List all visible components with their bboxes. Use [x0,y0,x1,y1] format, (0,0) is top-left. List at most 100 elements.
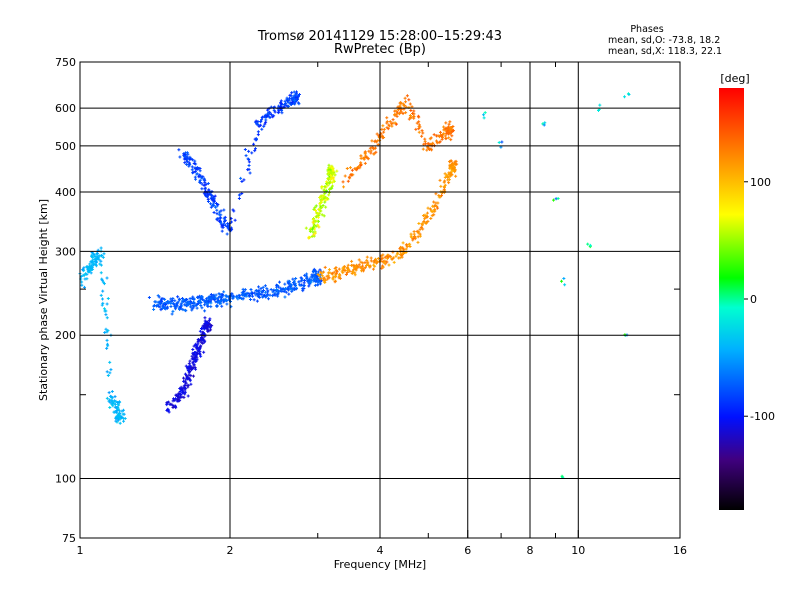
data-point [198,178,202,182]
data-point [286,279,290,283]
data-point [416,114,420,118]
data-point [212,210,216,214]
data-point [313,277,317,281]
data-point [205,299,209,303]
data-point [419,225,423,229]
data-point [317,225,321,229]
data-point [318,282,322,286]
data-point [380,127,384,131]
data-point [363,266,367,270]
data-point [331,167,335,171]
data-point [354,267,358,271]
data-point [185,163,189,167]
data-point [416,240,420,244]
data-point [247,294,251,298]
data-point [447,122,451,126]
data-point [344,272,348,276]
data-point [418,234,422,238]
data-point [176,300,180,304]
data-point [260,115,264,119]
data-point [365,155,369,159]
data-point [305,276,309,280]
data-point [178,398,182,402]
data-point [271,115,275,119]
data-point [185,156,189,160]
data-point [92,262,96,266]
data-point [327,163,331,167]
data-point [185,159,189,163]
data-point [341,180,345,184]
data-point [453,168,457,172]
data-point [199,337,203,341]
data-point [226,222,230,226]
data-point [209,328,213,332]
data-point [159,308,163,312]
data-point [420,134,424,138]
data-point [367,149,371,153]
data-point [209,301,213,305]
data-point [436,206,440,210]
data-point [259,120,263,124]
data-point [166,407,170,411]
data-point [353,273,357,277]
data-point [333,173,337,177]
data-point [180,395,184,399]
data-point [246,157,250,161]
data-point [307,236,311,240]
data-point [588,243,592,247]
data-point [448,164,452,168]
data-point [421,214,425,218]
data-point [219,209,223,213]
data-point [358,166,362,170]
data-point [428,207,432,211]
data-point [215,208,219,212]
data-point [426,219,430,223]
data-point [286,99,290,103]
data-point [243,147,247,151]
data-point [296,94,300,98]
data-point [261,285,265,289]
data-point [176,393,180,397]
data-point [99,263,103,267]
data-point [209,305,213,309]
data-point [212,204,216,208]
data-point [314,204,318,208]
data-point [449,126,453,130]
data-point [245,294,249,298]
data-point [156,303,160,307]
data-point [327,268,331,272]
data-point [444,121,448,125]
data-point [448,120,452,124]
data-point [387,263,391,267]
data-point [627,92,631,96]
data-point [326,277,330,281]
data-point [361,267,365,271]
data-point [240,291,244,295]
data-point [188,378,192,382]
data-point [408,242,412,246]
data-point [261,295,265,299]
data-point [241,296,245,300]
data-point [312,233,316,237]
data-point [329,186,333,190]
data-point [293,102,297,106]
data-point [414,127,418,131]
data-point [429,147,433,151]
data-point [265,114,269,118]
data-point [323,265,327,269]
data-point [183,384,187,388]
data-point [314,219,318,223]
data-point [257,285,261,289]
data-point [195,167,199,171]
y-tick-label: 75 [62,532,76,545]
data-point [85,277,89,281]
data-point [177,391,181,395]
data-point [324,195,328,199]
data-point [81,273,85,277]
data-point [328,171,332,175]
data-point [102,282,106,286]
data-point [196,342,200,346]
data-point [114,416,118,420]
data-point [181,308,185,312]
data-point [178,298,182,302]
